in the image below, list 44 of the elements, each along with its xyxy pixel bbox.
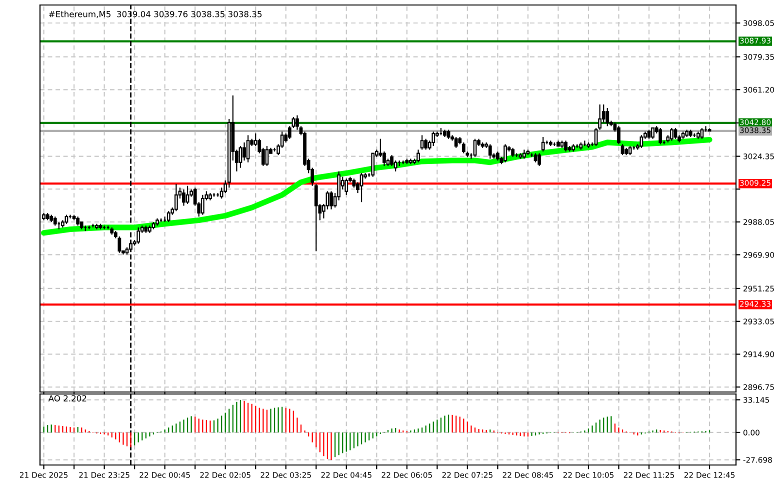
- candlestick: [344, 178, 348, 196]
- candlestick: [136, 226, 140, 244]
- candlestick: [166, 210, 170, 223]
- candlestick: [330, 190, 333, 210]
- candlestick: [700, 127, 704, 140]
- candlestick: [511, 147, 515, 158]
- candlestick: [432, 131, 436, 147]
- candlestick: [265, 146, 269, 167]
- candlestick: [473, 138, 477, 158]
- candlestick: [534, 152, 538, 163]
- candlestick: [496, 150, 500, 162]
- candlestick: [53, 216, 57, 226]
- candlestick: [488, 144, 492, 160]
- candlestick: [424, 138, 428, 150]
- candlestick: [670, 127, 674, 142]
- candlestick: [658, 127, 662, 145]
- candlestick: [620, 144, 624, 156]
- candlestick: [420, 134, 424, 150]
- candlestick: [174, 183, 178, 212]
- candlestick: [674, 127, 678, 140]
- candlestick: [64, 214, 68, 224]
- candlestick: [200, 194, 204, 216]
- candlestick: [242, 142, 246, 162]
- candlestick: [246, 134, 250, 163]
- candlestick: [564, 140, 568, 152]
- candlestick: [647, 129, 651, 140]
- candlestick: [238, 146, 242, 168]
- candlestick: [454, 136, 458, 148]
- candlestick: [504, 144, 507, 163]
- candlestick: [617, 126, 620, 145]
- candlestick: [360, 172, 364, 203]
- candlestick: [651, 127, 654, 140]
- candlestick: [371, 152, 375, 178]
- candlestick: [538, 152, 541, 167]
- candlestick: [76, 216, 80, 226]
- candlestick: [541, 136, 545, 152]
- candlestick: [628, 146, 632, 156]
- candlestick: [606, 108, 610, 127]
- candlestick: [446, 129, 450, 140]
- chart-title: AO 2.202: [48, 395, 86, 402]
- candlestick: [416, 149, 420, 163]
- candlestick: [522, 149, 526, 160]
- candlestick: [640, 134, 644, 148]
- candlestick: [182, 188, 186, 206]
